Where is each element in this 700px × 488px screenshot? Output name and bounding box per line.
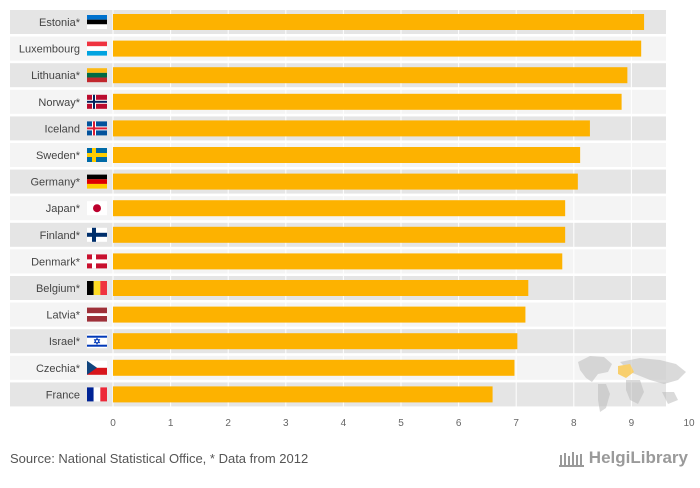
library-icon [558,452,584,467]
bar[interactable] [113,200,566,217]
bar[interactable] [113,386,493,403]
category-label: Denmark* [31,256,81,268]
x-tick-label: 5 [398,418,404,429]
bar[interactable] [113,306,526,323]
category-label: Norway* [38,97,80,109]
category-label: Belgium* [36,283,81,295]
category-label: Lithuania* [31,70,81,82]
x-tick-label: 4 [341,418,347,429]
bar[interactable] [113,333,518,350]
x-tick-label: 8 [571,418,577,429]
x-tick-label: 7 [513,418,519,429]
bar[interactable] [113,226,566,243]
flag-lithuania-icon [87,68,107,83]
flag-iceland-icon [87,121,107,136]
category-label: Latvia* [46,310,80,322]
bar[interactable] [113,147,581,163]
flag-czechia-icon [87,360,107,375]
category-label: Sweden* [36,150,81,162]
bar[interactable] [113,40,642,57]
x-tick-label: 0 [110,418,116,429]
flag-israel-icon [87,334,107,349]
bar[interactable] [113,67,628,84]
flag-finland-icon [87,227,107,242]
bar[interactable] [113,253,563,270]
x-tick-label: 3 [283,418,289,429]
category-label: Estonia* [39,17,81,29]
category-labels: Estonia* Luxembourg Lithuania* Norway* Icela… [19,17,81,401]
category-label: Germany* [30,177,80,189]
x-tick-label: 9 [629,418,635,429]
flag-latvia-icon [87,307,107,322]
flag-estonia-icon [87,15,107,29]
x-tick-label: 6 [456,418,462,429]
flag-belgium-icon [87,281,107,295]
category-label: France [46,389,80,401]
bar[interactable] [113,93,622,110]
source-note: Source: National Statistical Office, * D… [10,451,309,466]
category-label: Japan* [46,203,81,215]
category-label: Finland* [40,230,81,242]
flag-norway-icon [87,94,107,109]
category-label: Israel* [49,336,81,348]
brand-name: HelgiLibrary [588,448,688,467]
category-label: Iceland [45,123,80,135]
bars [113,14,645,403]
flag-japan-icon [87,201,107,216]
brand-logo[interactable]: HelgiLibrary [558,448,688,468]
flag-luxembourg-icon [87,41,107,56]
flag-sweden-icon [87,148,107,162]
bar[interactable] [113,14,645,30]
bar[interactable] [113,173,578,190]
bar[interactable] [113,359,515,376]
category-label: Luxembourg [19,44,80,56]
bar[interactable] [113,120,590,137]
world-map-watermark [578,356,686,412]
flag-france-icon [87,387,107,402]
x-tick-label: 1 [168,418,174,429]
x-tick-label: 2 [225,418,231,429]
category-label: Czechia* [36,363,81,375]
flag-germany-icon [87,174,107,189]
bar[interactable] [113,280,529,296]
flag-denmark-icon [87,254,107,269]
flags [87,15,107,402]
x-tick-label: 10 [683,418,695,429]
x-axis-ticks: 0 1 2 3 4 5 6 7 8 9 10 [110,418,695,429]
